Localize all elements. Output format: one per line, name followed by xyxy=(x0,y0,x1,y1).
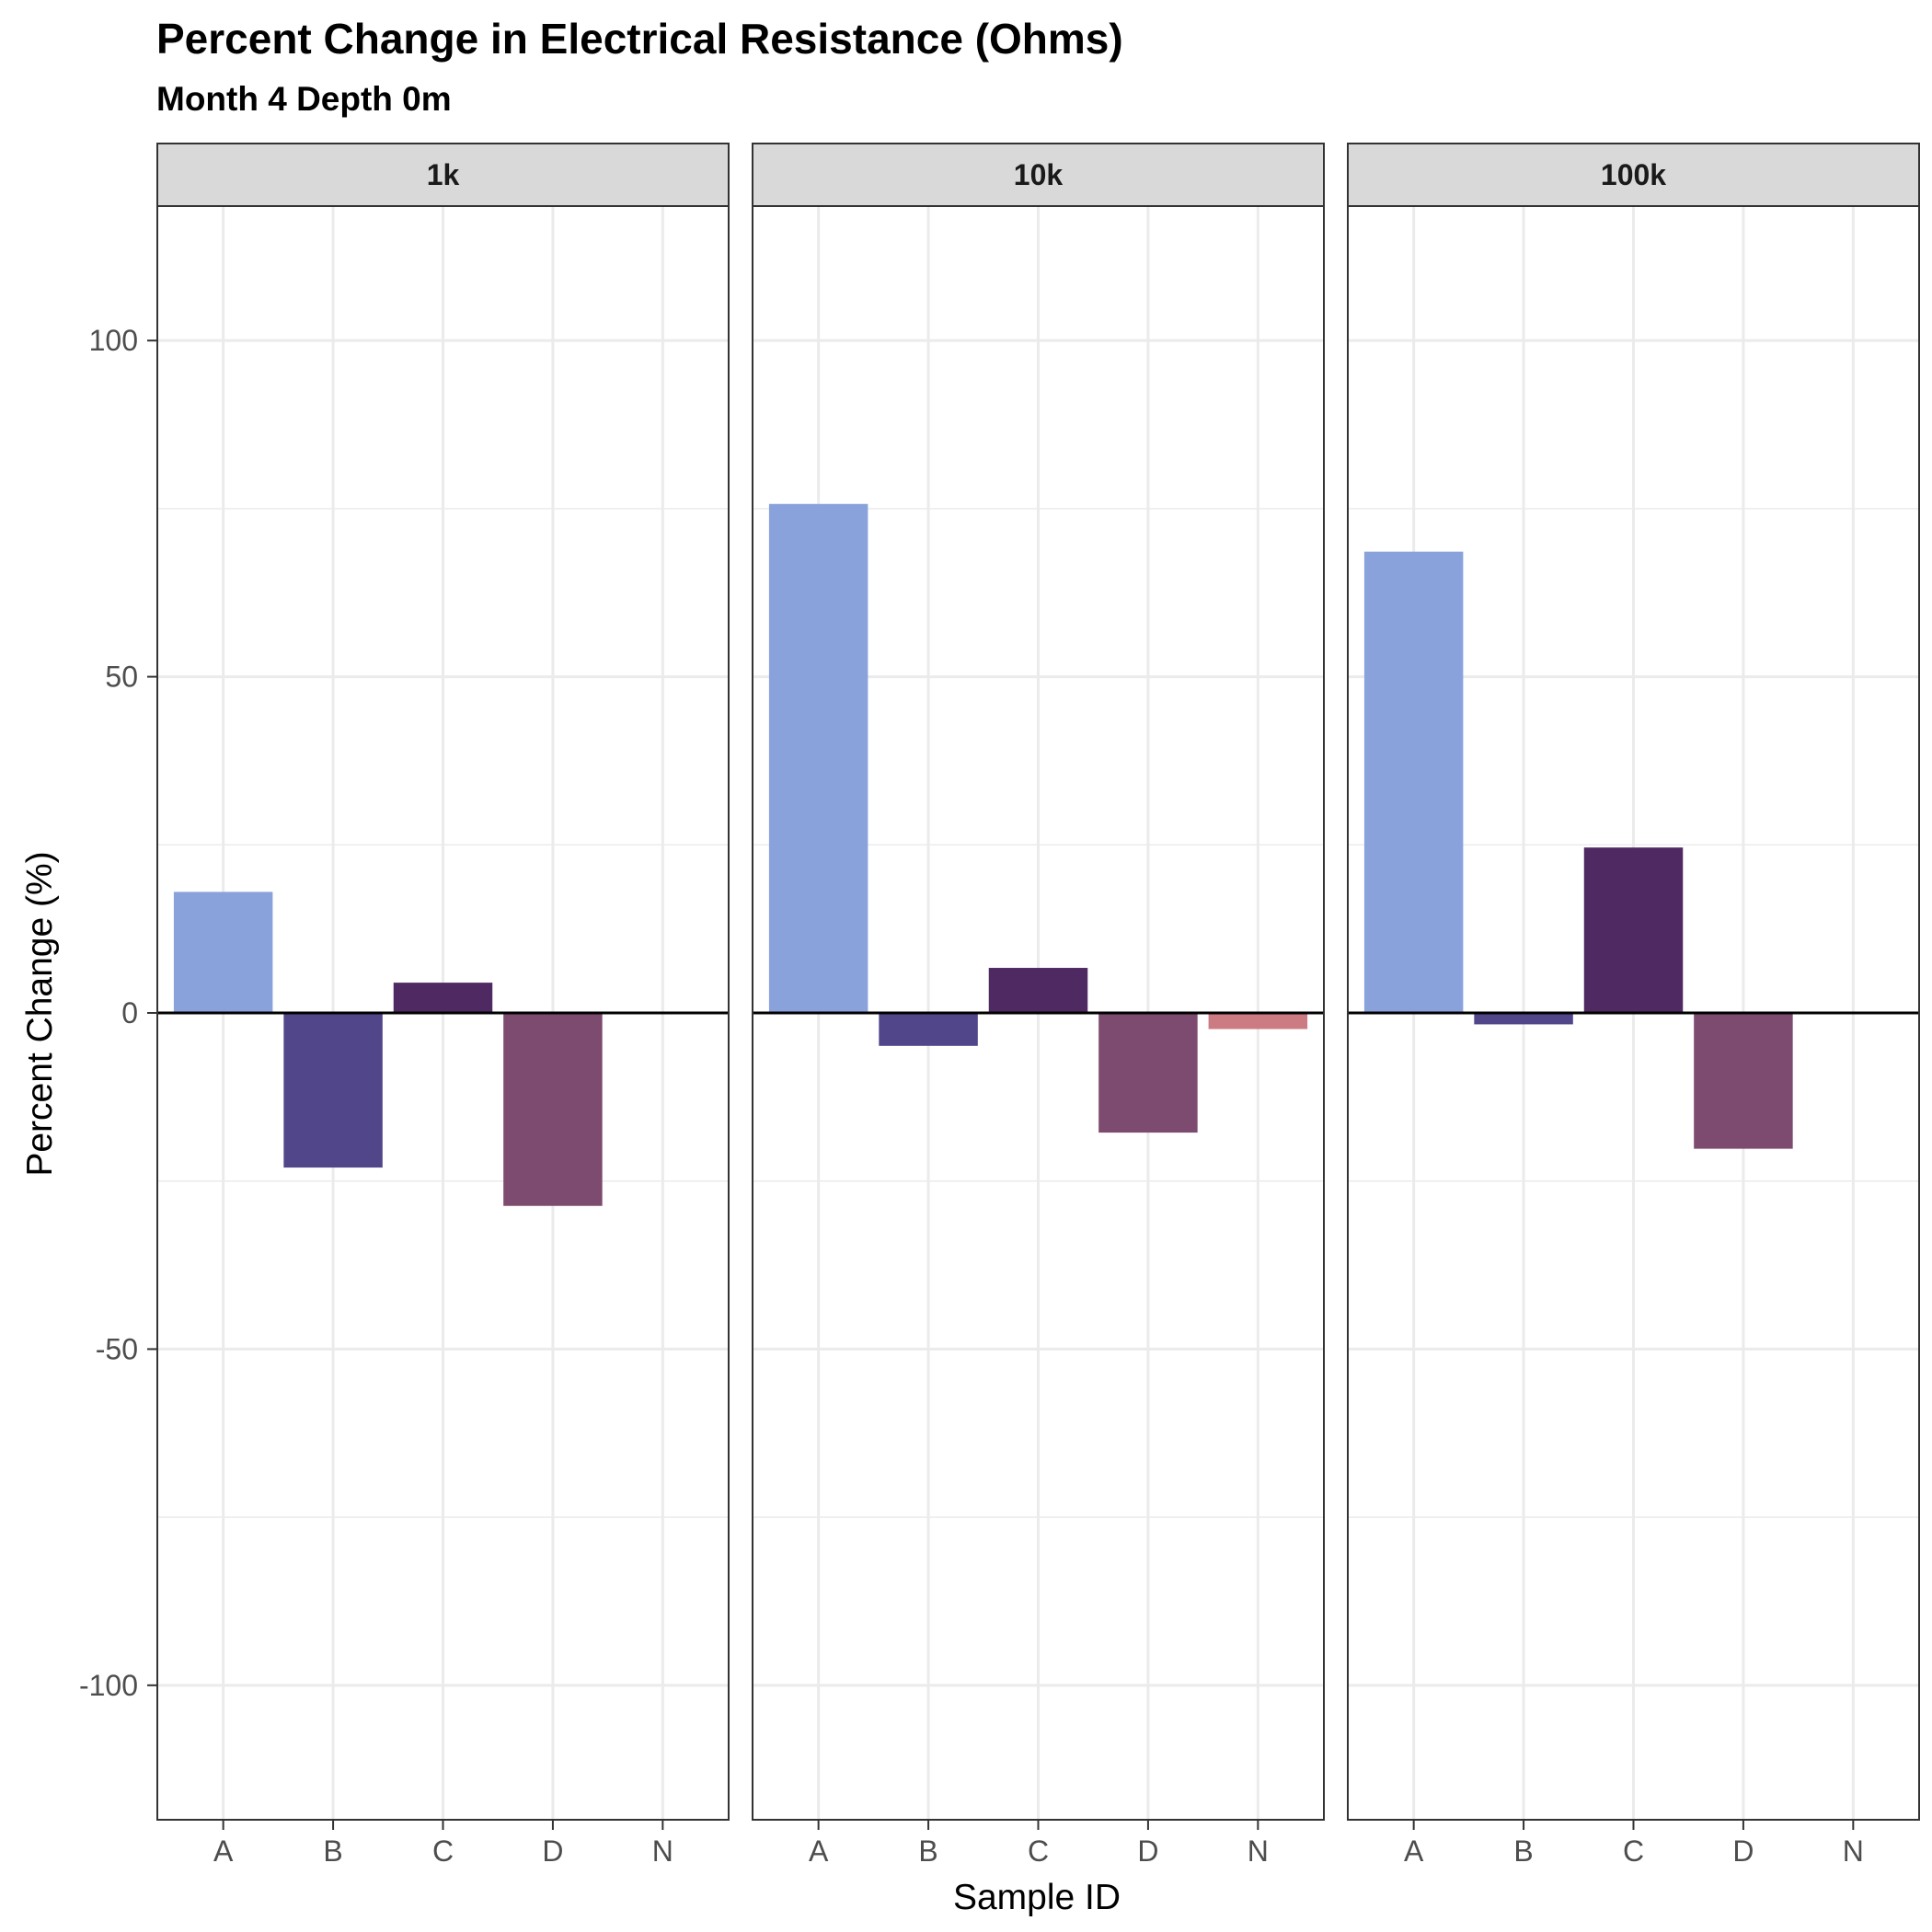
bar-1k-B xyxy=(283,1013,383,1168)
facet-strip-label: 10k xyxy=(1014,158,1064,191)
facet-panel-1k: 1k A B C D N xyxy=(156,143,730,1868)
y-tick-label: -50 xyxy=(96,1332,138,1365)
facet-panel-10k: 10k A B C D N xyxy=(752,143,1325,1868)
y-tick-label: -100 xyxy=(79,1669,138,1702)
x-axis-title: Sample ID xyxy=(953,1878,1121,1917)
facet-panel-100k: 100k A B C D N xyxy=(1347,143,1920,1868)
chart-title: Percent Change in Electrical Resistance … xyxy=(156,15,1123,63)
facet-strip xyxy=(1347,143,1920,207)
chart-subtitle: Month 4 Depth 0m xyxy=(156,80,452,118)
bar-100k-D xyxy=(1694,1013,1793,1149)
facet-strip-label: 100k xyxy=(1601,158,1666,191)
facet-strip xyxy=(156,143,730,207)
bar-100k-B xyxy=(1474,1013,1573,1025)
y-axis-title: Percent Change (%) xyxy=(20,851,60,1176)
bar-1k-A xyxy=(173,891,273,1013)
bar-100k-A xyxy=(1363,551,1464,1013)
x-tick-label: C xyxy=(1028,1834,1049,1868)
x-tick-label: C xyxy=(1623,1834,1644,1868)
x-tick-label: A xyxy=(213,1834,234,1868)
x-tick-label: A xyxy=(809,1834,829,1868)
x-tick-label: B xyxy=(323,1834,342,1868)
facet-strip xyxy=(752,143,1325,207)
y-tick-label: 50 xyxy=(105,661,138,694)
bar-10k-D xyxy=(1098,1013,1198,1133)
y-tick-label: 0 xyxy=(121,996,138,1029)
x-tick-label: N xyxy=(652,1834,673,1868)
facet-strip-label: 1k xyxy=(427,158,460,191)
x-tick-label: D xyxy=(1137,1834,1158,1868)
x-tick-label: D xyxy=(542,1834,563,1868)
x-tick-label: B xyxy=(918,1834,937,1868)
bar-10k-C xyxy=(988,968,1088,1013)
x-tick-label: B xyxy=(1513,1834,1533,1868)
x-tick-label: N xyxy=(1843,1834,1864,1868)
x-tick-label: D xyxy=(1732,1834,1754,1868)
facet-panels: -100 -50 0 50 100 1k A B C D N 10k A B C D N 100k A B C D N xyxy=(79,143,1920,1868)
y-tick-label: 100 xyxy=(89,324,138,357)
x-tick-label: C xyxy=(432,1834,454,1868)
x-tick-label: N xyxy=(1248,1834,1269,1868)
bar-1k-D xyxy=(503,1013,603,1206)
bar-10k-N xyxy=(1208,1013,1308,1029)
bar-100k-C xyxy=(1583,847,1684,1013)
bar-10k-A xyxy=(768,503,868,1013)
x-tick-label: A xyxy=(1404,1834,1424,1868)
bar-10k-B xyxy=(879,1013,978,1046)
bar-1k-C xyxy=(393,983,493,1013)
